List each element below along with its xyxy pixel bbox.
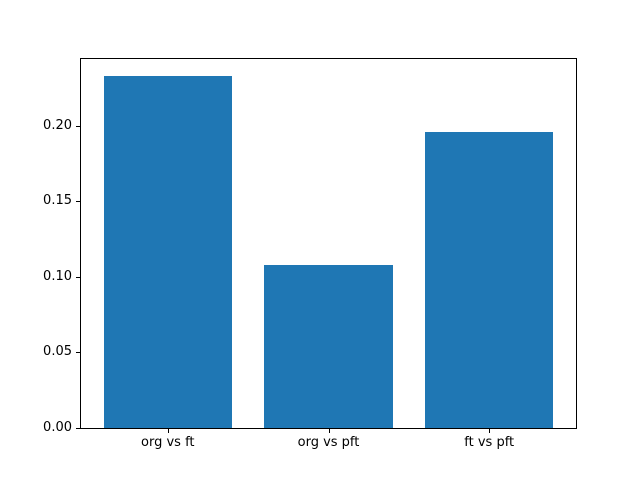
y-tick-0.20 bbox=[76, 125, 80, 127]
y-tick-0.15 bbox=[76, 201, 80, 203]
x-tick-org-vs-ft bbox=[167, 429, 169, 433]
x-tick-label-org-vs-pft: org vs pft bbox=[297, 435, 360, 450]
y-tick-label-0.00: 0.00 bbox=[43, 420, 72, 435]
y-tick-label-0.05: 0.05 bbox=[43, 344, 72, 360]
y-tick-label-0.10: 0.10 bbox=[43, 268, 72, 284]
y-tick-0.10 bbox=[76, 276, 80, 278]
y-tick-label-0.20: 0.20 bbox=[43, 117, 72, 133]
plot-area bbox=[80, 58, 577, 429]
x-tick-label-ft-vs-pft: ft vs pft bbox=[464, 435, 515, 450]
bar-org-vs-ft bbox=[103, 76, 233, 428]
y-tick-0.05 bbox=[76, 352, 80, 354]
x-tick-org-vs-pft bbox=[328, 429, 330, 433]
x-tick-ft-vs-pft bbox=[489, 429, 491, 433]
y-tick-label-0.15: 0.15 bbox=[43, 193, 72, 209]
bar-org-vs-pft bbox=[264, 264, 393, 428]
x-tick-label-org-vs-ft: org vs ft bbox=[141, 435, 195, 450]
y-tick-0.00 bbox=[76, 428, 80, 429]
bar-ft-vs-pft bbox=[424, 131, 554, 428]
